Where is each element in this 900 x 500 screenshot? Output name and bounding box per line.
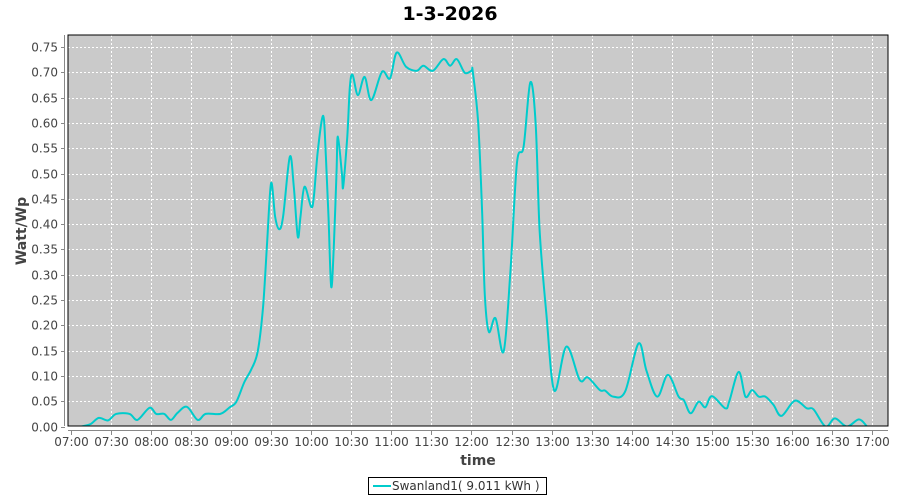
x-tick-label: 12:00 bbox=[454, 435, 489, 449]
x-tick-label: 17:00 bbox=[855, 435, 890, 449]
x-tick-label: 08:30 bbox=[174, 435, 209, 449]
x-tick-label: 15:00 bbox=[695, 435, 730, 449]
x-tick-label: 08:00 bbox=[134, 435, 169, 449]
x-tick-label: 12:30 bbox=[495, 435, 530, 449]
y-tick-label: 0.10 bbox=[31, 370, 58, 384]
series-line bbox=[81, 51, 868, 426]
x-tick-label: 10:30 bbox=[334, 435, 369, 449]
y-tick-label: 0.20 bbox=[31, 319, 58, 333]
x-axis-label: time bbox=[460, 453, 496, 469]
x-tick-label: 07:00 bbox=[54, 435, 89, 449]
y-tick-label: 0.25 bbox=[31, 294, 58, 308]
y-tick-label: 0.70 bbox=[31, 66, 58, 80]
y-tick-label: 0.60 bbox=[31, 117, 58, 131]
legend-swatch bbox=[373, 485, 391, 487]
y-tick-label: 0.30 bbox=[31, 269, 58, 283]
plot-area bbox=[68, 35, 888, 426]
y-tick-label: 0.40 bbox=[31, 218, 58, 232]
legend-label: Swanland1( 9.011 kWh ) bbox=[392, 479, 540, 493]
y-tick-label: 0.45 bbox=[31, 193, 58, 207]
x-tick-label: 10:00 bbox=[294, 435, 329, 449]
x-tick-label: 07:30 bbox=[94, 435, 129, 449]
x-tick-label: 14:30 bbox=[655, 435, 690, 449]
y-tick-label: 0.65 bbox=[31, 92, 58, 106]
y-tick-label: 0.50 bbox=[31, 168, 58, 182]
x-tick-label: 11:00 bbox=[374, 435, 409, 449]
x-tick-label: 13:00 bbox=[535, 435, 570, 449]
y-tick-label: 0.05 bbox=[31, 395, 58, 409]
chart-title: 1-3-2026 bbox=[402, 3, 498, 25]
y-tick-label: 0.35 bbox=[31, 243, 58, 257]
y-tick-label: 0.15 bbox=[31, 345, 58, 359]
x-tick-label: 15:30 bbox=[735, 435, 770, 449]
x-tick-label: 13:30 bbox=[575, 435, 610, 449]
legend: Swanland1( 9.011 kWh ) bbox=[368, 477, 547, 495]
x-tick-label: 09:00 bbox=[214, 435, 249, 449]
x-tick-label: 14:00 bbox=[615, 435, 650, 449]
x-tick-label: 16:30 bbox=[815, 435, 850, 449]
y-tick-label: 0.00 bbox=[31, 421, 58, 435]
plot-frame bbox=[67, 34, 889, 427]
x-tick-label: 09:30 bbox=[254, 435, 289, 449]
x-tick-label: 11:30 bbox=[414, 435, 449, 449]
y-tick-label: 0.75 bbox=[31, 41, 58, 55]
y-axis-label: Watt/Wp bbox=[14, 197, 30, 265]
y-tick-label: 0.55 bbox=[31, 142, 58, 156]
x-tick-label: 16:00 bbox=[775, 435, 810, 449]
